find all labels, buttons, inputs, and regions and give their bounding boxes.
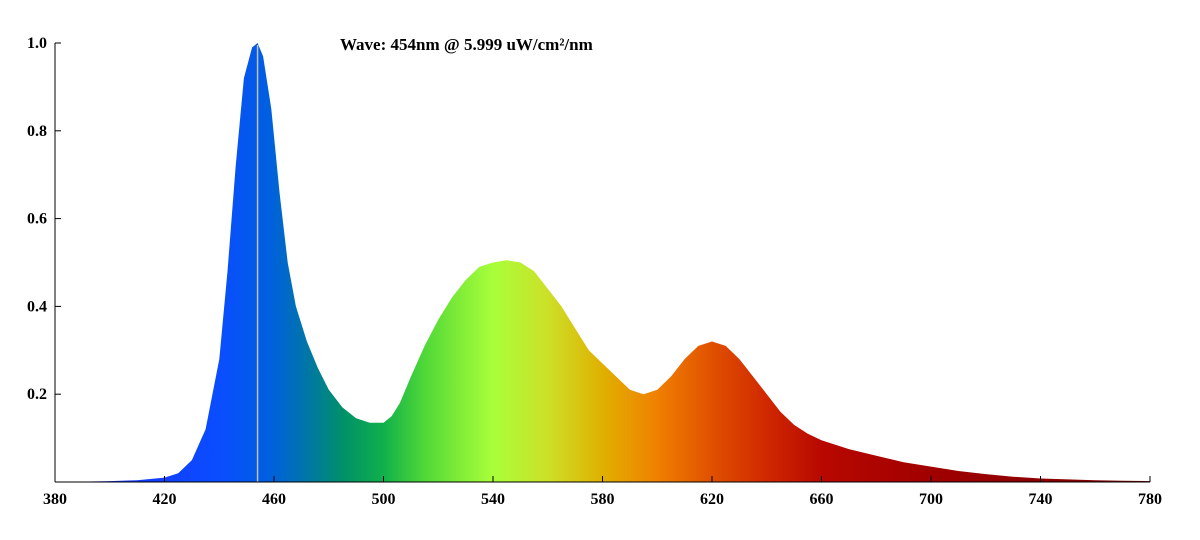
x-tick-label: 580 <box>591 491 615 508</box>
y-tick-label: 1.0 <box>27 35 47 52</box>
y-tick-label: 0.2 <box>27 386 47 403</box>
x-tick-label: 460 <box>262 491 286 508</box>
x-tick-label: 420 <box>153 491 177 508</box>
y-tick-label: 0.8 <box>27 123 47 140</box>
x-tick-label: 620 <box>700 491 724 508</box>
x-tick-label: 540 <box>481 491 505 508</box>
x-tick-label: 380 <box>43 491 67 508</box>
x-tick-label: 780 <box>1138 491 1162 508</box>
x-tick-label: 740 <box>1029 491 1053 508</box>
x-tick-label: 660 <box>810 491 834 508</box>
wavelength-readout: Wave: 454nm @ 5.999 uW/cm²/nm <box>340 35 593 54</box>
y-tick-label: 0.4 <box>27 298 47 315</box>
x-axis-ticks: 380 420 460 500 540 580 620 660 700 740 780 <box>43 476 1162 508</box>
x-tick-label: 500 <box>372 491 396 508</box>
y-axis-ticks: 0.2 0.4 0.6 0.8 1.0 <box>27 35 61 403</box>
x-tick-label: 700 <box>919 491 943 508</box>
spectrum-area <box>55 43 1150 482</box>
y-tick-label: 0.6 <box>27 211 47 228</box>
plot-layer <box>55 43 1150 482</box>
